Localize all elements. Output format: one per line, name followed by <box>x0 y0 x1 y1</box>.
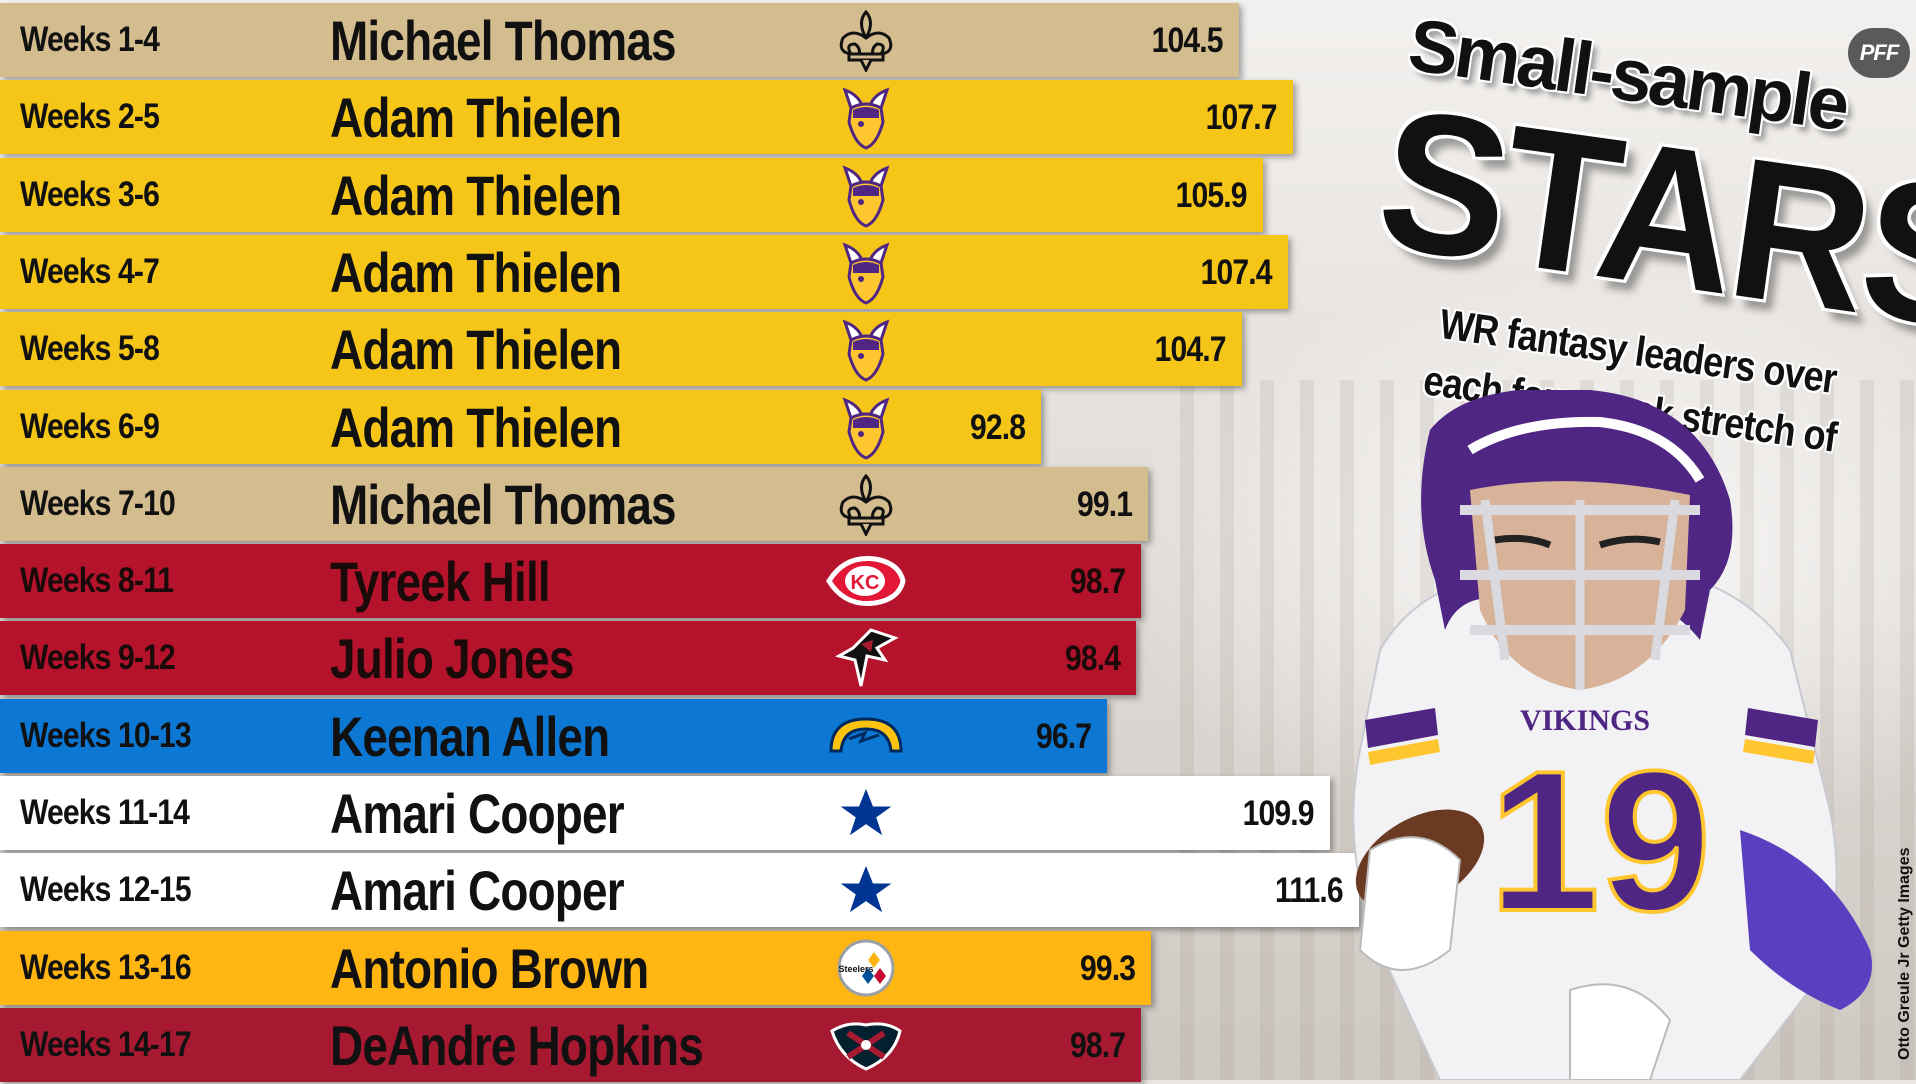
player-name: DeAndre Hopkins <box>330 1013 704 1077</box>
saints-logo-icon <box>824 472 908 536</box>
bar-row: Weeks 7-10 Michael Thomas 99.1 <box>0 466 1148 541</box>
bar-value-label: 99.1 <box>1076 484 1133 524</box>
svg-text:Steelers: Steelers <box>838 964 873 974</box>
bar-row: Weeks 2-5 Adam Thielen 107.7 <box>0 80 1293 155</box>
player-name: Adam Thielen <box>330 86 622 150</box>
bar-row: Weeks 10-13 Keenan Allen 96.7 <box>0 698 1107 773</box>
texans-logo-icon <box>824 1013 908 1077</box>
week-range-label: Weeks 4-7 <box>20 251 160 291</box>
steelers-logo-icon: Steelers <box>824 936 908 1000</box>
week-range-label: Weeks 6-9 <box>20 406 160 446</box>
week-range-label: Weeks 8-11 <box>20 561 174 601</box>
week-range-label: Weeks 9-12 <box>20 638 176 678</box>
cowboys-logo-icon <box>824 781 908 845</box>
bar-row: Weeks 9-12 Julio Jones 98.4 <box>0 621 1136 696</box>
bar-value-label: 105.9 <box>1175 175 1248 215</box>
falcons-logo-icon <box>824 626 908 690</box>
vikings-logo-icon <box>824 395 908 460</box>
bar-row: Weeks 12-15 Amari Cooper 111.6 <box>0 853 1359 928</box>
bar-value-label: 107.7 <box>1205 98 1278 138</box>
week-range-label: Weeks 7-10 <box>20 483 176 523</box>
saints-logo-icon <box>824 8 908 72</box>
week-range-label: Weeks 13-16 <box>20 947 192 987</box>
week-range-label: Weeks 2-5 <box>20 97 160 137</box>
bar-value-label: 98.7 <box>1069 562 1126 602</box>
player-name: Adam Thielen <box>330 163 622 227</box>
player-name: Keenan Allen <box>330 704 610 768</box>
week-range-label: Weeks 10-13 <box>20 715 192 755</box>
player-name: Michael Thomas <box>330 472 677 536</box>
bar-row: Weeks 4-7 Adam Thielen 107.4 <box>0 234 1288 309</box>
pff-logo: PFF <box>1848 28 1910 78</box>
bar-value-label: 104.7 <box>1154 330 1227 370</box>
player-name: Amari Cooper <box>330 859 625 923</box>
vikings-logo-icon <box>824 240 908 305</box>
player-name: Antonio Brown <box>330 936 649 1000</box>
week-range-label: Weeks 11-14 <box>20 793 190 832</box>
player-name: Michael Thomas <box>330 9 677 72</box>
bar-row: Weeks 8-11 Tyreek Hill KC 98.7 <box>0 544 1141 619</box>
bar-row: Weeks 14-17 DeAndre Hopkins 98.7 <box>0 1007 1141 1082</box>
cowboys-logo-icon <box>824 858 908 922</box>
bar-row: Weeks 1-4 Michael Thomas 104.5 <box>0 3 1239 77</box>
chiefs-logo-icon: KC <box>824 549 908 613</box>
week-range-label: Weeks 14-17 <box>20 1024 192 1064</box>
bar-value-label: 104.5 <box>1151 21 1224 60</box>
player-name: Amari Cooper <box>330 782 625 845</box>
week-range-label: Weeks 1-4 <box>20 20 160 59</box>
player-name: Julio Jones <box>330 627 574 691</box>
jersey-number: 19 <box>1489 730 1711 953</box>
player-name: Tyreek Hill <box>330 550 551 614</box>
bar-value-label: 98.7 <box>1069 1025 1126 1065</box>
bar-value-label: 98.4 <box>1064 639 1121 679</box>
bar-value-label: 111.6 <box>1275 871 1344 911</box>
player-photo: VIKINGS 19 <box>1352 390 1872 1080</box>
week-range-label: Weeks 5-8 <box>20 329 160 369</box>
bar-row: Weeks 3-6 Adam Thielen 105.9 <box>0 157 1263 232</box>
vikings-logo-icon <box>824 85 908 150</box>
chargers-logo-icon <box>824 704 908 768</box>
player-name: Adam Thielen <box>330 395 622 459</box>
bar-value-label: 92.8 <box>969 407 1026 447</box>
bar-value-label: 99.3 <box>1079 948 1136 988</box>
bar-value-label: 107.4 <box>1200 252 1273 292</box>
vikings-logo-icon <box>824 163 908 228</box>
svg-text:KC: KC <box>851 572 880 594</box>
bar-row: Weeks 5-8 Adam Thielen 104.7 <box>0 312 1242 387</box>
bar-row: Weeks 13-16 Antonio Brown Steelers 99.3 <box>0 930 1151 1005</box>
vikings-logo-icon <box>824 317 908 382</box>
week-range-label: Weeks 3-6 <box>20 174 160 214</box>
bar-value-label: 96.7 <box>1035 716 1092 756</box>
jersey-team-text: VIKINGS <box>1520 704 1650 737</box>
bar-value-label: 109.9 <box>1242 794 1315 833</box>
player-name: Adam Thielen <box>330 240 622 304</box>
player-name: Adam Thielen <box>330 318 622 382</box>
bar-row: Weeks 6-9 Adam Thielen 92.8 <box>0 389 1041 464</box>
bar-row: Weeks 11-14 Amari Cooper 109.9 <box>0 776 1330 850</box>
week-range-label: Weeks 12-15 <box>20 870 192 910</box>
